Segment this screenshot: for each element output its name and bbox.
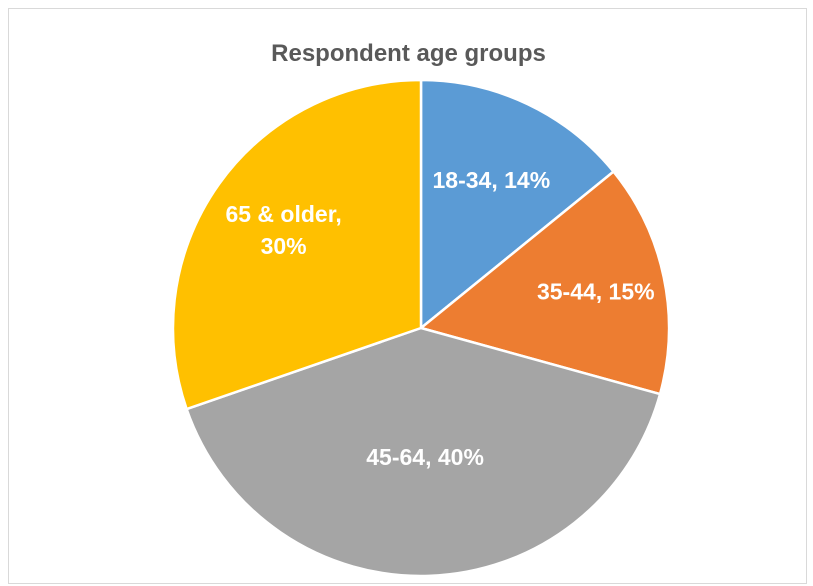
slice-data-label: 18-34, 14% bbox=[433, 167, 551, 193]
slice-data-label: 65 & older, 30% bbox=[225, 201, 341, 259]
pie-slice-18-34 bbox=[419, 78, 615, 330]
pie-slice-45-64 bbox=[185, 326, 662, 578]
chart-frame: Respondent age groups 18-34, 14% 35-44, 1… bbox=[8, 8, 807, 584]
chart-title: Respondent age groups bbox=[271, 40, 546, 67]
pie-slice-65-older bbox=[171, 78, 423, 411]
slice-data-label: 35-44, 15% bbox=[537, 278, 655, 304]
slice-data-label: 45-64, 40% bbox=[366, 444, 484, 470]
pie-chart: 18-34, 14% 35-44, 15% 45-64, 40% 65 & older… bbox=[171, 78, 671, 578]
pie-slice-35-44 bbox=[419, 170, 671, 396]
